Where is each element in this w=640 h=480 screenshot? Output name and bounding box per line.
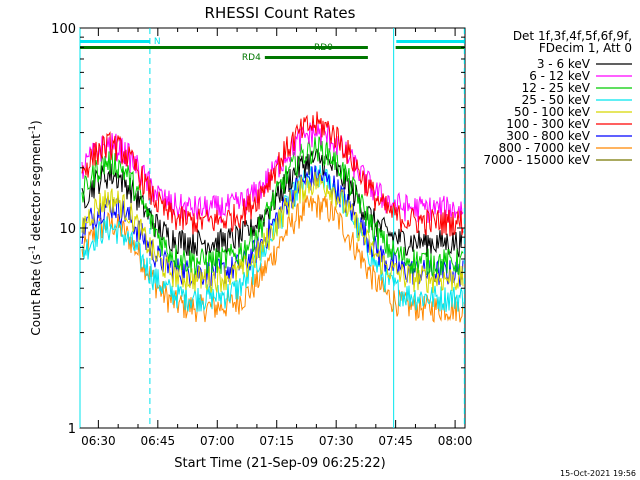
series-line	[81, 111, 464, 237]
y-axis-label: Count Rate (s-1 detector segment-1)	[28, 120, 43, 335]
x-tick-label: 07:45	[378, 434, 413, 448]
series-line	[81, 164, 464, 313]
y-axis-label-sup: -1	[28, 125, 38, 134]
x-tick-label: 06:45	[141, 434, 176, 448]
x-tick-label: 06:30	[81, 434, 116, 448]
y-tick-label: 100	[51, 22, 76, 37]
flag-bar	[396, 40, 465, 43]
y-axis-label-part: Count Rate (s	[29, 254, 43, 336]
flag-label: N	[154, 37, 161, 47]
y-axis-label-sup: -1	[28, 245, 38, 254]
series-line	[81, 136, 464, 278]
y-axis: 1 10 100	[51, 22, 465, 437]
x-tick-label: 07:00	[200, 434, 235, 448]
x-tick-label: 07:15	[259, 434, 294, 448]
flag-layer: N RD0 RD4	[80, 37, 465, 63]
x-axis-label: Start Time (21-Sep-09 06:25:22)	[174, 456, 385, 471]
legend-label: 25 - 50 keV	[522, 93, 591, 107]
timestamp: 15-Oct-2021 19:56	[560, 469, 636, 478]
flag-bar	[264, 56, 368, 59]
y-axis-label-part: )	[29, 120, 43, 125]
chart-title: RHESSI Count Rates	[205, 4, 356, 22]
flag-bar	[80, 40, 150, 43]
flag-bar	[395, 46, 465, 49]
series-layer	[81, 111, 464, 323]
legend-label: 12 - 25 keV	[522, 81, 591, 95]
legend-label: 3 - 6 keV	[537, 57, 591, 71]
flag-bar	[80, 46, 368, 49]
y-tick-label: 1	[68, 422, 76, 437]
legend-label: 6 - 12 keV	[529, 69, 591, 83]
series-line	[81, 171, 464, 294]
flag-label: RD0	[314, 43, 333, 53]
legend-label: 7000 - 15000 keV	[483, 153, 590, 167]
series-line	[81, 194, 464, 323]
y-tick-label: 10	[59, 222, 76, 237]
legend-header-line: Det 1f,3f,4f,5f,6f,9f,	[513, 29, 632, 43]
x-tick-label: 07:30	[319, 434, 354, 448]
x-tick-label: 08:00	[438, 434, 473, 448]
legend-label: 800 - 7000 keV	[499, 141, 591, 155]
series-line	[81, 122, 464, 224]
legend-label: 100 - 300 keV	[506, 117, 590, 131]
series-line	[81, 165, 464, 288]
legend: Det 1f,3f,4f,5f,6f,9f, FDecim 1, Att 0 3…	[483, 29, 632, 167]
legend-label: 50 - 100 keV	[514, 105, 591, 119]
legend-header-line: FDecim 1, Att 0	[539, 41, 632, 55]
flag-label: RD4	[242, 53, 261, 63]
y-axis-label-part: detector segment	[29, 134, 43, 245]
x-axis: 06:30 06:45 07:00 07:15 07:30 07:45 08:00	[81, 28, 472, 448]
legend-label: 300 - 800 keV	[506, 129, 590, 143]
